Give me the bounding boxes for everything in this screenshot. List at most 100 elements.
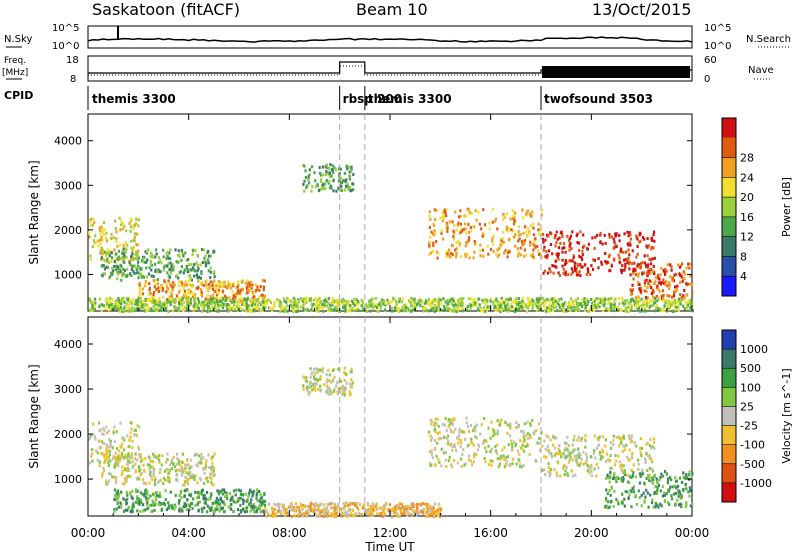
scatter-cell <box>556 302 559 306</box>
scatter-cell <box>571 474 575 478</box>
scatter-cell <box>278 503 281 506</box>
scatter-cell <box>446 299 449 302</box>
scatter-cell <box>210 466 213 470</box>
scatter-cell <box>531 210 534 214</box>
scatter-cell <box>135 300 138 303</box>
scatter-cell <box>298 509 301 513</box>
scatter-cell <box>596 297 599 301</box>
scatter-cell <box>569 259 572 263</box>
scatter-cell <box>135 433 138 437</box>
scatter-cell <box>670 303 673 307</box>
scatter-cell <box>162 265 166 269</box>
scatter-cell <box>347 187 350 190</box>
scatter-cell <box>293 308 296 312</box>
scatter-cell <box>528 231 531 235</box>
scatter-cell <box>572 256 575 259</box>
scatter-cell <box>126 493 129 497</box>
scatter-cell <box>656 503 659 507</box>
scatter-cell <box>601 455 604 459</box>
scatter-cell <box>459 231 462 235</box>
scatter-cell <box>203 501 206 505</box>
scatter-cell <box>181 470 184 474</box>
scatter-cell <box>590 264 593 268</box>
scatter-cell <box>572 438 575 442</box>
scatter-cell <box>227 280 230 284</box>
scatter-cell <box>136 232 139 236</box>
scatter-cell <box>88 437 91 441</box>
scatter-cell <box>564 270 567 274</box>
scatter-cell <box>124 241 127 245</box>
scatter-cell <box>573 434 576 438</box>
scatter-cell <box>673 298 676 302</box>
scatter-cell <box>455 449 458 453</box>
scatter-cell <box>176 452 179 456</box>
scatter-cell <box>169 301 172 305</box>
scatter-cell <box>139 297 142 301</box>
scatter-cell <box>137 447 140 451</box>
scatter-cell <box>199 491 202 495</box>
noise-tick-right-top: 10^5 <box>704 23 731 34</box>
scatter-cell <box>181 303 184 307</box>
scatter-cell <box>129 230 132 234</box>
scatter-cell <box>350 501 353 505</box>
scatter-cell <box>659 273 662 277</box>
scatter-cell <box>468 256 471 260</box>
scatter-cell <box>613 474 616 478</box>
scatter-cell <box>384 301 387 305</box>
scatter-cell <box>330 186 333 190</box>
scatter-cell <box>302 303 305 307</box>
scatter-cell <box>639 262 643 265</box>
scatter-cell <box>314 306 317 310</box>
scatter-cell <box>249 289 252 292</box>
scatter-cell <box>160 463 163 467</box>
scatter-cell <box>604 241 607 245</box>
scatter-cell <box>197 306 200 310</box>
scatter-cell <box>324 186 327 190</box>
scatter-cell <box>286 296 289 300</box>
scatter-cell <box>547 310 550 314</box>
scatter-cell <box>681 480 684 484</box>
scatter-cell <box>109 440 112 443</box>
scatter-cell <box>648 444 651 448</box>
scatter-cell <box>428 214 431 218</box>
scatter-cell <box>462 297 465 301</box>
scatter-cell <box>481 231 484 235</box>
scatter-cell <box>148 481 151 485</box>
scatter-cell <box>554 305 557 309</box>
scatter-cell <box>196 491 199 494</box>
scatter-cell <box>213 473 216 477</box>
scatter-cell <box>372 302 375 306</box>
scatter-cell <box>120 278 123 282</box>
scatter-cell <box>572 254 575 258</box>
scatter-cell <box>183 489 186 493</box>
scatter-cell <box>574 261 577 265</box>
scatter-cell <box>448 220 451 224</box>
scatter-cell <box>406 506 409 510</box>
scatter-cell <box>343 387 346 391</box>
scatter-cell <box>459 209 462 213</box>
scatter-cell <box>230 283 233 287</box>
scatter-cell <box>422 309 425 313</box>
scatter-cell <box>576 307 579 311</box>
scatter-cell <box>357 508 360 512</box>
scatter-cell <box>123 306 126 310</box>
scatter-cell <box>410 309 413 313</box>
scatter-cell <box>535 300 538 304</box>
scatter-cell <box>426 302 429 306</box>
scatter-cell <box>525 303 528 307</box>
scatter-cell <box>625 443 628 447</box>
scatter-cell <box>96 458 99 462</box>
scatter-cell <box>256 288 259 292</box>
scatter-cell <box>169 248 172 252</box>
scatter-cell <box>186 488 189 492</box>
scatter-cell <box>562 242 566 246</box>
scatter-cell <box>163 280 166 284</box>
scatter-cell <box>270 507 273 511</box>
scatter-cell <box>637 462 640 466</box>
scatter-cell <box>147 506 150 510</box>
scatter-cell <box>126 434 129 438</box>
scatter-cell <box>382 302 386 306</box>
scatter-cell <box>157 255 160 259</box>
scatter-cell <box>115 304 118 308</box>
scatter-cell <box>225 297 228 301</box>
